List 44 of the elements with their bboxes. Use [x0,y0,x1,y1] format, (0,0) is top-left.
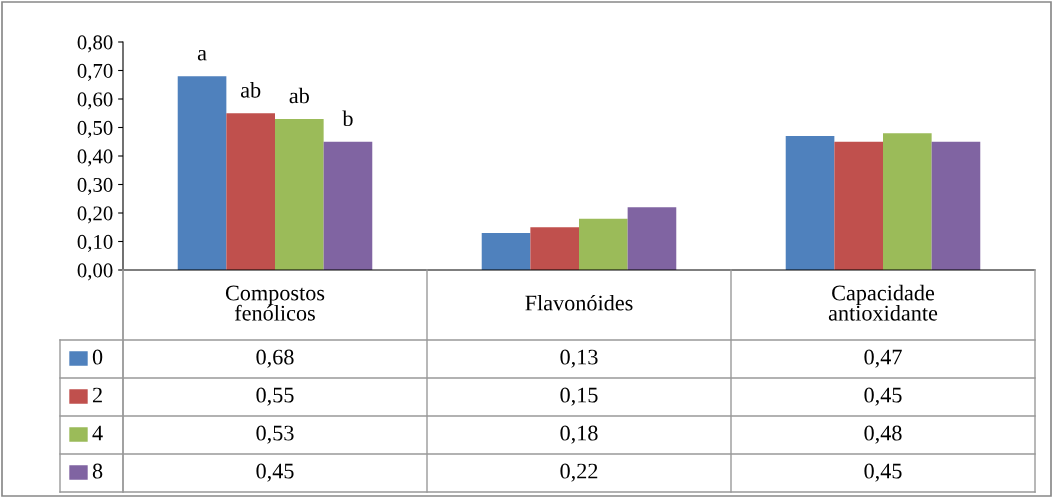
y-tick-label: 0,70 [77,63,113,81]
data-label: 0,45 [864,387,902,406]
annotation: ab [289,87,309,104]
bar [883,133,932,270]
bar [275,118,324,270]
data-label: 0,22 [560,463,598,482]
bar [785,136,835,270]
data-label: 0,18 [560,425,598,444]
data-label: 0,45 [864,463,902,482]
bar [481,232,531,270]
y-tick-label: 0,30 [77,177,113,195]
annotation: b [342,110,353,127]
legend-label: 4 [92,425,103,441]
legend-label: 2 [92,387,102,403]
y-tick-label: 0,50 [77,120,113,138]
bar [627,207,677,270]
legend-label: 0 [92,349,103,365]
data-label: 0,55 [256,387,294,406]
bar [323,141,373,270]
data-label: 0,13 [560,349,598,368]
x-tick-label: Capacidade antioxidante [828,284,938,321]
bar [226,113,275,270]
x-tick-label: Flavonóides [525,294,633,311]
data-label: 0,47 [864,349,902,368]
annotation: a [197,49,207,61]
bar [530,227,579,270]
y-tick-label: 0,10 [77,234,113,252]
bar [931,141,981,270]
y-tick-label: 0,00 [77,263,113,281]
data-label: 0,45 [256,463,294,482]
bar [834,141,883,270]
data-label: 0,15 [560,387,598,406]
y-tick-label: 0,20 [77,206,113,224]
legend-label: 8 [92,463,103,479]
data-label: 0,53 [256,425,294,444]
data-label: 0,48 [864,425,902,444]
annotation: ab [240,81,261,98]
x-tick-label: Compostos fenólicos [225,285,325,321]
y-tick-label: 0,60 [77,92,113,110]
data-label: 0,68 [256,349,294,368]
bar [177,76,227,270]
y-tick-label: 0,40 [77,149,113,167]
y-tick-label: 0,80 [77,35,113,53]
bar [579,218,628,270]
